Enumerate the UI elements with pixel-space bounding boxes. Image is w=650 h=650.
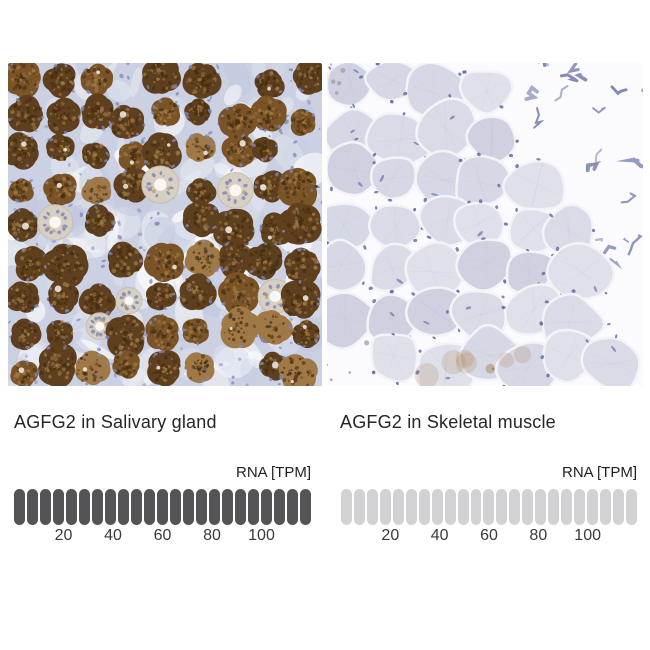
- tpm-scale-segment: [79, 489, 90, 525]
- rna-tpm-scale-skeletal-muscle: [341, 489, 637, 525]
- tpm-tick-label: 20: [54, 527, 73, 544]
- tpm-scale-segment: [248, 489, 259, 525]
- tpm-scale-segment: [561, 489, 573, 525]
- tpm-scale-segment: [509, 489, 521, 525]
- caption-skeletal-muscle: AGFG2 in Skeletal muscle: [340, 412, 556, 432]
- tpm-scale-segment: [587, 489, 599, 525]
- rna-tpm-scale-salivary-gland: [14, 489, 311, 525]
- tpm-tick-label: 40: [430, 527, 449, 544]
- tpm-scale-segment: [183, 489, 194, 525]
- rna-tpm-label: RNA [TPM]: [561, 464, 637, 481]
- panel-salivary-gland: AGFG2 in Salivary gland RNA [TPM] 20 40 60…: [8, 63, 322, 613]
- tpm-scale-segment: [131, 489, 142, 525]
- tpm-scale-segment: [274, 489, 285, 525]
- tpm-scale-segment: [261, 489, 272, 525]
- tpm-scale-segment: [66, 489, 77, 525]
- tpm-tick-label: 20: [381, 527, 400, 544]
- tpm-scale-segment: [209, 489, 220, 525]
- tpm-tick-label: 80: [529, 527, 548, 544]
- tpm-scale-segment: [366, 489, 378, 525]
- tpm-scale-segment: [196, 489, 207, 525]
- tpm-scale-segment: [157, 489, 168, 525]
- tpm-scale-segment: [235, 489, 246, 525]
- tpm-scale-segment: [431, 489, 443, 525]
- tpm-scale-segment: [483, 489, 495, 525]
- tpm-scale-segment: [14, 489, 25, 525]
- tpm-tick-label: 60: [480, 527, 498, 544]
- tpm-scale-segment: [418, 489, 430, 525]
- tpm-scale-segment: [92, 489, 103, 525]
- tpm-tick-label: 40: [104, 527, 122, 544]
- tpm-tick-row-skeletal-muscle: 20 40 60 80 100: [341, 527, 637, 547]
- tpm-scale-segment: [600, 489, 612, 525]
- ihc-image-skeletal-muscle: [327, 63, 643, 386]
- tpm-scale-segment: [40, 489, 51, 525]
- tpm-scale-segment: [574, 489, 586, 525]
- tpm-scale-segment: [105, 489, 116, 525]
- rna-tpm-label: RNA [TPM]: [235, 464, 311, 481]
- tpm-scale-segment: [444, 489, 456, 525]
- tpm-scale-segment: [613, 489, 624, 525]
- tpm-scale-segment: [522, 489, 534, 525]
- tpm-tick-label: 100: [248, 527, 275, 544]
- tpm-scale-segment: [392, 489, 404, 525]
- tpm-scale-segment: [470, 489, 482, 525]
- tpm-scale-segment: [625, 489, 637, 525]
- caption-salivary-gland: AGFG2 in Salivary gland: [14, 412, 217, 432]
- tpm-scale-segment: [379, 489, 391, 525]
- tpm-tick-label: 100: [574, 527, 601, 544]
- tpm-scale-segment: [496, 489, 508, 525]
- tpm-scale-segment: [548, 489, 560, 525]
- tpm-scale-segment: [118, 489, 129, 525]
- tpm-scale-segment: [53, 489, 64, 525]
- tpm-tick-row-salivary-gland: 20 40 60 80 100: [14, 527, 311, 547]
- tpm-scale-segment: [300, 489, 311, 525]
- tpm-scale-segment: [353, 489, 365, 525]
- tpm-scale-segment: [170, 489, 181, 525]
- tpm-tick-label: 80: [203, 527, 221, 544]
- tpm-scale-segment: [287, 489, 298, 525]
- tpm-scale-segment: [341, 489, 352, 525]
- panel-skeletal-muscle: AGFG2 in Skeletal muscle RNA [TPM] 20 40 6…: [327, 63, 643, 613]
- ihc-image-salivary-gland: [8, 63, 322, 386]
- tpm-scale-segment: [144, 489, 155, 525]
- tpm-tick-label: 60: [153, 527, 172, 544]
- tpm-scale-segment: [222, 489, 233, 525]
- tpm-scale-segment: [535, 489, 547, 525]
- tpm-scale-segment: [457, 489, 469, 525]
- tpm-scale-segment: [405, 489, 417, 525]
- tpm-scale-segment: [27, 489, 38, 525]
